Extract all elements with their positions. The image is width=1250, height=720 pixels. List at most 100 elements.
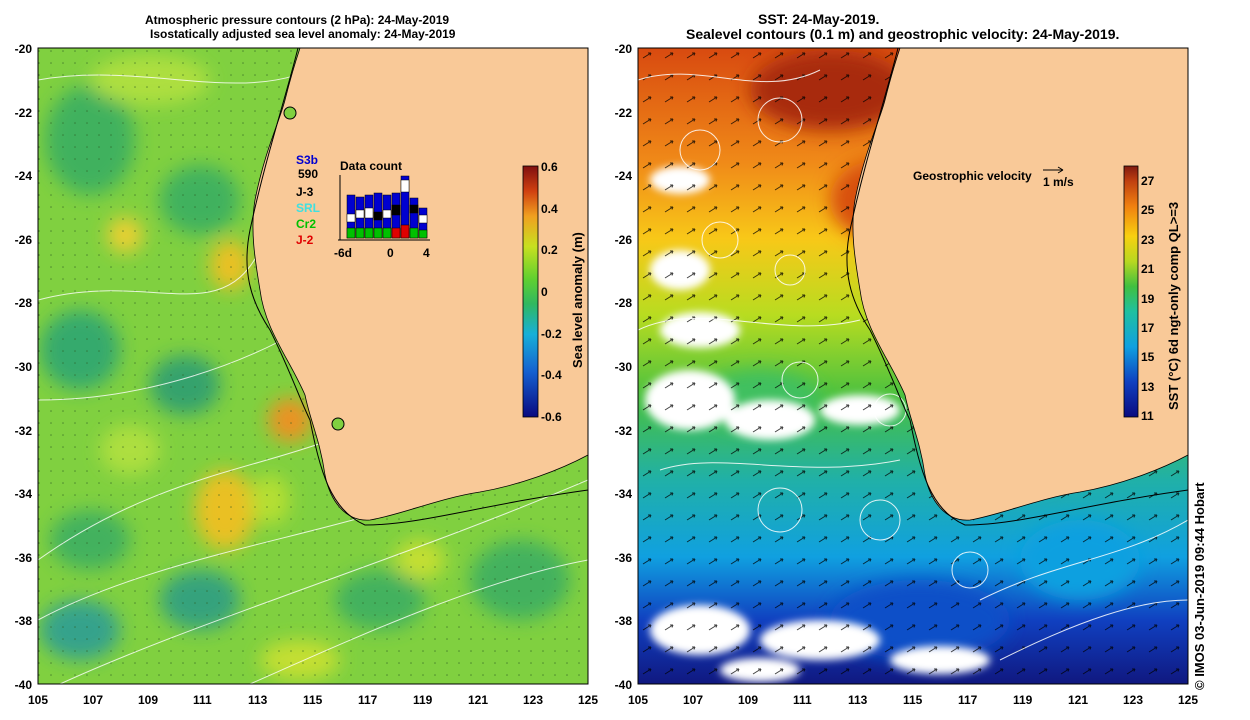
sla-tick: -0.4 <box>541 368 562 382</box>
tide-gauge-marker[interactable] <box>331 417 345 431</box>
mission-s3b: S3b <box>296 153 318 167</box>
y-tick: -22 <box>615 106 633 120</box>
mission-srl: SRL <box>296 201 320 215</box>
left-y-axis: -20 -22 -24 -26 -28 -30 -32 -34 -36 -38 … <box>15 42 33 692</box>
sla-colorbar <box>522 165 539 418</box>
x-tick: 113 <box>848 693 868 707</box>
y-tick: -32 <box>615 424 633 438</box>
y-tick: -38 <box>15 614 33 628</box>
left-frame <box>37 47 589 685</box>
data-count-bars <box>346 175 428 239</box>
x-tick: 111 <box>193 693 212 707</box>
x-tick: 109 <box>138 693 158 707</box>
imos-credit: © IMOS 03-Jun-2019 09:44 Hobart <box>1192 482 1207 690</box>
x-tick: 121 <box>1068 693 1088 707</box>
tide-gauge-marker[interactable] <box>283 106 297 120</box>
sst-tick: 11 <box>1141 409 1154 423</box>
left-shelf-line <box>246 47 589 526</box>
y-tick: -30 <box>615 360 633 374</box>
x-tick: 117 <box>358 693 378 707</box>
x-tick: 107 <box>83 693 103 707</box>
count-tick-start: -6d <box>334 246 352 260</box>
mission-cr2: Cr2 <box>296 217 316 231</box>
sla-tick: 0 <box>541 285 548 299</box>
right-land <box>852 47 1189 521</box>
y-tick: -32 <box>15 424 33 438</box>
count-tick-zero: 0 <box>387 246 394 260</box>
x-tick: 123 <box>523 693 543 707</box>
y-tick: -28 <box>15 296 33 310</box>
y-tick: -34 <box>615 487 633 501</box>
y-tick: -34 <box>15 487 33 501</box>
sealevel-contours <box>638 69 1188 661</box>
x-tick: 105 <box>28 693 48 707</box>
count-tick-end: 4 <box>423 246 430 260</box>
y-tick: -24 <box>15 169 33 183</box>
y-tick: -24 <box>615 169 633 183</box>
x-tick: 119 <box>413 693 433 707</box>
x-tick: 119 <box>1013 693 1033 707</box>
x-tick: 113 <box>248 693 268 707</box>
right-title-2: Sealevel contours (0.1 m) and geostrophi… <box>686 26 1120 42</box>
sst-tick: 19 <box>1141 292 1155 306</box>
sst-colorbar-ticks: 27 25 23 21 19 17 15 13 11 <box>1141 174 1155 423</box>
right-y-axis: -20 -22 -24 -26 -28 -30 -32 -34 -36 -38 … <box>615 42 633 692</box>
velocity-scale-label: 1 m/s <box>1043 175 1074 189</box>
right-x-axis: 105 107 109 111 113 115 117 119 121 123 … <box>628 693 1198 707</box>
y-tick: -22 <box>15 106 33 120</box>
x-tick: 117 <box>958 693 978 707</box>
x-tick: 109 <box>738 693 758 707</box>
velocity-scale-arrow-icon <box>1043 166 1064 174</box>
sst-tick: 21 <box>1141 262 1155 276</box>
sst-tick: 15 <box>1141 350 1155 364</box>
y-tick: -36 <box>615 551 633 565</box>
x-tick: 107 <box>683 693 703 707</box>
sst-tick: 25 <box>1141 203 1155 217</box>
sst-colorbar-label: SST (°C) 6d ngt-only comp QL>=3 <box>1166 202 1181 410</box>
mission-j3: J-3 <box>296 185 314 199</box>
y-tick: -20 <box>15 42 33 56</box>
data-count-legend: S3b 590 J-3 SRL Cr2 J-2 Data count -6d 0… <box>296 153 430 260</box>
sla-tick: -0.2 <box>541 327 562 341</box>
left-title-2: Isostatically adjusted sea level anomaly… <box>150 27 456 41</box>
y-tick: -30 <box>15 360 33 374</box>
left-title-1: Atmospheric pressure contours (2 hPa): 2… <box>145 13 450 27</box>
geostrophic-velocity-label: Geostrophic velocity <box>913 169 1032 183</box>
sla-colorbar-label: Sea level anomaly (m) <box>570 232 585 368</box>
y-tick: -20 <box>615 42 633 56</box>
sst-tick: 23 <box>1141 233 1155 247</box>
sla-tick: 0.6 <box>541 160 558 174</box>
data-count-title: Data count <box>340 159 402 173</box>
sst-colorbar <box>1123 165 1139 418</box>
y-tick: -26 <box>15 233 33 247</box>
x-tick: 125 <box>578 693 598 707</box>
y-tick: -26 <box>615 233 633 247</box>
y-tick: -40 <box>15 678 33 692</box>
sla-tick: -0.6 <box>541 410 562 424</box>
mission-j2: J-2 <box>296 233 314 247</box>
right-shelf-line <box>846 47 1189 526</box>
left-x-axis: 105 107 109 111 113 115 117 119 121 123 … <box>28 693 598 707</box>
x-tick: 125 <box>1178 693 1198 707</box>
x-tick: 121 <box>468 693 488 707</box>
sst-tick: 17 <box>1141 321 1155 335</box>
x-tick: 111 <box>793 693 812 707</box>
sla-tick: 0.4 <box>541 202 558 216</box>
y-tick: -28 <box>615 296 633 310</box>
x-tick: 115 <box>303 693 323 707</box>
y-tick: -36 <box>15 551 33 565</box>
mission-590: 590 <box>298 167 318 181</box>
sla-tick: 0.2 <box>541 243 558 257</box>
y-tick: -38 <box>615 614 633 628</box>
sst-tick: 27 <box>1141 174 1155 188</box>
sst-tick: 13 <box>1141 380 1155 394</box>
x-tick: 115 <box>903 693 923 707</box>
y-tick: -40 <box>615 678 633 692</box>
right-frame <box>637 47 1189 685</box>
sla-colorbar-ticks: 0.6 0.4 0.2 0 -0.2 -0.4 -0.6 <box>541 160 562 424</box>
x-tick: 123 <box>1123 693 1143 707</box>
x-tick: 105 <box>628 693 648 707</box>
left-land <box>252 47 589 521</box>
colorbar-panel <box>1135 60 1188 430</box>
